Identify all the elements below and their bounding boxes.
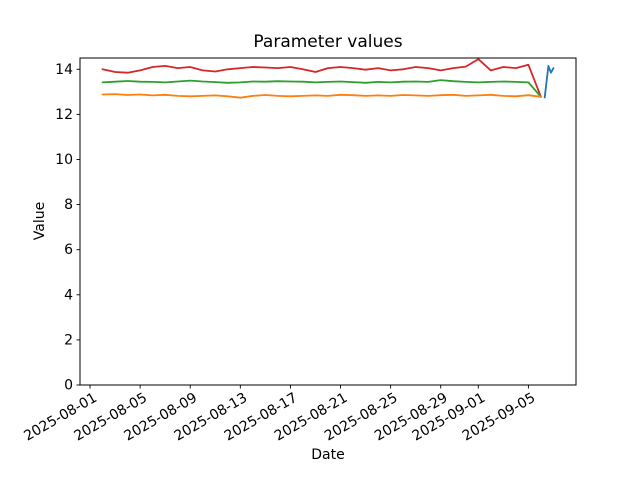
x-axis-label: Date (311, 447, 345, 463)
y-tick-label: 4 (64, 287, 73, 303)
y-tick-label: 12 (55, 107, 73, 123)
y-tick-label: 8 (64, 197, 73, 213)
y-tick-label: 14 (55, 62, 73, 78)
chart-title: Parameter values (253, 32, 403, 52)
y-tick-label: 6 (64, 242, 73, 258)
y-tick-label: 0 (64, 378, 73, 394)
y-tick-label: 10 (55, 152, 73, 168)
y-axis-label: Value (32, 201, 48, 241)
axes-spines (79, 57, 577, 386)
series-green-line (101, 79, 542, 98)
y-tick-label: 2 (64, 332, 73, 348)
series-orange-line (101, 93, 542, 99)
plot-area (80, 58, 576, 385)
series-red-line (101, 58, 542, 98)
series-blue-line (543, 65, 555, 99)
